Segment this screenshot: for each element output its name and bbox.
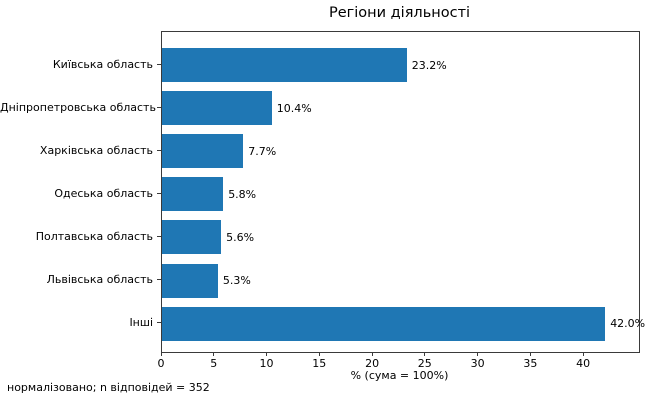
x-axis-label: % (сума = 100%) [350,369,449,382]
bar-value-label: 5.3% [222,274,251,287]
y-axis-category-label: Одеська область [54,186,153,200]
y-axis-category-label: Інші [129,316,153,330]
bar-value-label: 7.7% [248,144,277,158]
bar-value-label: 10.4% [276,101,312,115]
y-tick [157,279,161,280]
bar-value-label: 23.2% [411,58,447,72]
y-axis-category-label: Київська область [52,57,153,71]
x-tick-label: 5 [210,357,218,370]
bar [162,134,244,169]
bar-value-label: 42.0% [610,317,646,331]
x-tick [582,352,584,356]
bar [162,263,218,298]
x-tick-label: 0 [157,357,165,370]
y-axis-category-label: Харківська область [39,143,153,157]
x-tick-label: 35 [523,357,538,370]
bar [162,48,407,82]
x-tick-label: 25 [417,357,432,370]
x-tick [477,352,479,356]
bar [162,91,272,126]
y-axis-category-label: Дніпропетровська область [0,100,156,114]
x-tick [160,352,162,356]
y-tick [157,322,161,324]
x-tick-label: 20 [365,357,380,370]
x-tick [213,352,215,356]
bar [162,177,224,212]
footnote: нормалізовано; n відповідей = 352 [7,381,210,394]
x-tick [529,352,531,356]
y-tick [157,235,161,237]
bar [162,306,606,341]
y-tick [157,149,161,151]
bar [162,220,222,255]
bar-value-label: 5.6% [226,230,255,244]
chart-title: Регіони діяльності [328,5,471,21]
y-tick [157,63,161,65]
y-axis-category-label: Полтавська область [35,229,153,243]
y-tick [157,106,161,108]
y-axis-category-label: Львівська область [46,273,153,286]
x-tick-label: 40 [576,357,591,370]
x-tick [318,352,320,356]
x-tick [266,352,267,356]
x-tick-label: 30 [470,357,485,370]
x-tick-label: 10 [259,357,274,370]
x-tick [371,352,373,356]
y-tick [157,192,161,194]
x-tick-label: 15 [312,357,327,370]
bar-value-label: 5.8% [228,187,257,201]
x-tick [424,352,426,356]
plot-area: 23.2% 10.4% 7.7% 5.8% 5.6% 5.3% 42.0% [161,31,645,353]
